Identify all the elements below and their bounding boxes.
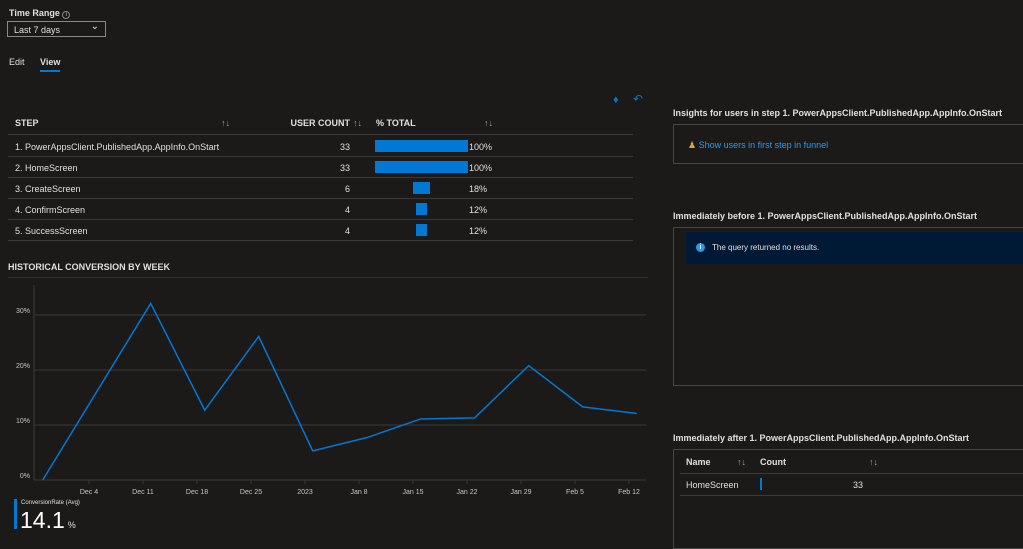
after-box: Name ↑↓ Count ↑↓ HomeScreen 33 [673, 449, 1023, 549]
table-row[interactable]: 3. CreateScreen 6 18% [8, 178, 633, 199]
conversion-rate-line [43, 303, 637, 480]
summary: 14.1 % [20, 507, 76, 534]
tab-edit[interactable]: Edit [9, 57, 25, 67]
step-name: 5. SuccessScreen [15, 226, 88, 236]
y-tick-label: 10% [16, 418, 30, 425]
chart-title: HISTORICAL CONVERSION BY WEEK [8, 262, 170, 272]
x-tick-label: Dec 18 [186, 489, 208, 495]
chevron-down-icon: ⌄ [91, 21, 99, 32]
before-title: Immediately before 1. PowerAppsClient.Pu… [673, 211, 977, 221]
y-tick-label: 0% [20, 473, 30, 480]
time-range-dropdown[interactable]: Last 7 days ⌄ [7, 21, 106, 37]
after-title: Immediately after 1. PowerAppsClient.Pub… [673, 433, 969, 443]
sort-icon[interactable]: ↑↓ [221, 118, 230, 128]
step-name: 3. CreateScreen [15, 184, 81, 194]
before-box: i The query returned no results. [673, 227, 1023, 386]
y-tick-label: 30% [16, 308, 30, 315]
pct-bar [375, 140, 468, 152]
row-name: HomeScreen [686, 480, 739, 490]
user-count: 4 [345, 226, 350, 236]
pct-bar [413, 182, 430, 194]
x-tick-label: Dec 4 [80, 489, 98, 495]
table-row[interactable]: 4. ConfirmScreen 4 12% [8, 199, 633, 220]
x-tick-label: Feb 12 [618, 489, 640, 495]
x-tick-label: Feb 5 [566, 489, 584, 495]
pin-icon[interactable]: ♦ [613, 94, 619, 106]
summary-unit: % [68, 520, 76, 530]
pct-total: 100% [469, 163, 492, 173]
table-row[interactable]: 1. PowerAppsClient.PublishedApp.AppInfo.… [8, 136, 633, 157]
sort-icon[interactable]: ↑↓ [869, 457, 878, 467]
legend-swatch [14, 499, 17, 529]
user-icon: ♟ [688, 140, 696, 150]
pct-bar [416, 203, 427, 215]
count-bar [760, 478, 762, 490]
info-icon: i [696, 243, 705, 252]
sort-icon[interactable]: ↑↓ [484, 118, 493, 128]
sort-icon[interactable]: ↑↓ [353, 118, 362, 128]
time-range-value: Last 7 days [14, 25, 60, 35]
table-row[interactable]: 5. SuccessScreen 4 12% [8, 220, 633, 241]
reset-icon[interactable]: ↶ [633, 92, 643, 106]
insights-box: ♟ Show users in first step in funnel [673, 124, 1023, 164]
summary-value: 14.1 [20, 507, 65, 534]
x-tick-label: Dec 11 [132, 489, 154, 495]
pct-total: 100% [469, 142, 492, 152]
info-banner: i The query returned no results. [686, 232, 1023, 264]
row-count: 33 [853, 480, 863, 490]
insights-title: Insights for users in step 1. PowerAppsC… [673, 108, 1002, 118]
pct-bar [416, 224, 427, 236]
x-tick-label: 2023 [297, 489, 313, 495]
user-count: 6 [345, 184, 350, 194]
x-tick-label: Jan 22 [456, 489, 477, 495]
y-tick-label: 20% [16, 363, 30, 370]
header-user-count[interactable]: USER COUNT [290, 118, 350, 128]
x-tick-label: Jan 8 [350, 489, 367, 495]
header-step[interactable]: STEP [15, 118, 39, 128]
user-count: 33 [340, 142, 350, 152]
header-pct-total[interactable]: % TOTAL [376, 118, 416, 128]
summary-label: ConversionRate (Avg) [21, 500, 80, 506]
x-tick-label: Jan 15 [402, 489, 423, 495]
header-count[interactable]: Count [760, 457, 786, 467]
step-name: 2. HomeScreen [15, 163, 78, 173]
user-count: 4 [345, 205, 350, 215]
step-name: 4. ConfirmScreen [15, 205, 85, 215]
divider [8, 277, 648, 278]
x-tick-label: Dec 25 [240, 489, 262, 495]
time-range-label: Time Range i [9, 8, 70, 19]
tab-view[interactable]: View [40, 57, 60, 72]
user-count: 33 [340, 163, 350, 173]
header-name[interactable]: Name [686, 457, 711, 467]
pct-total: 12% [469, 226, 487, 236]
no-results-message: The query returned no results. [712, 243, 819, 252]
pct-total: 18% [469, 184, 487, 194]
table-row[interactable]: 2. HomeScreen 33 100% [8, 157, 633, 178]
pct-total: 12% [469, 205, 487, 215]
step-name: 1. PowerAppsClient.PublishedApp.AppInfo.… [15, 142, 219, 152]
table-row[interactable]: HomeScreen 33 [680, 474, 1023, 496]
divider [8, 134, 633, 135]
x-tick-label: Jan 29 [510, 489, 531, 495]
sort-icon[interactable]: ↑↓ [737, 457, 746, 467]
pct-bar [375, 161, 468, 173]
conversion-line-chart: 0% 10% 20% 30% Dec 4 Dec 11 Dec 18 Dec 25 2023 Ja… [0, 280, 650, 495]
info-icon[interactable]: i [62, 11, 70, 19]
show-users-link[interactable]: ♟ Show users in first step in funnel [688, 140, 828, 151]
